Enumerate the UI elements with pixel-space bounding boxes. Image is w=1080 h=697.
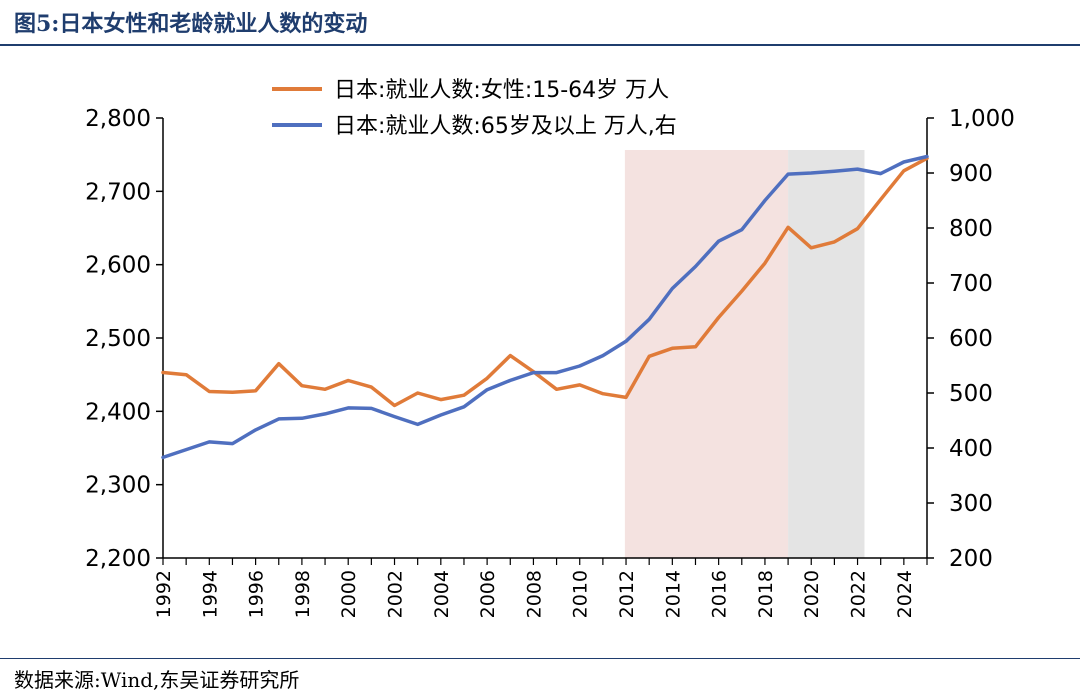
y-left-tick-label: 2,700: [85, 179, 151, 205]
axes: 2,200 2,300 2,400 2,500 2,600 2,700 2,800 200 30…: [85, 106, 1015, 618]
legend: 日本:就业人数:女性:15-64岁 万人 日本:就业人数:65岁及以上 万人,右: [272, 78, 677, 139]
x-tick-label: 2006: [477, 570, 499, 618]
x-tick-label: 2010: [570, 570, 592, 618]
x-tick-label: 2022: [848, 570, 870, 618]
y-left-tick-label: 2,800: [85, 106, 151, 132]
line-chart: 2,200 2,300 2,400 2,500 2,600 2,700 2,800 200 30…: [85, 78, 1015, 618]
x-tick-label: 2024: [894, 570, 916, 618]
source-divider: [0, 658, 1080, 659]
x-tick-label: 1992: [153, 570, 175, 618]
x-tick-label: 2008: [523, 570, 545, 618]
series-line-female: [161, 156, 929, 408]
legend-label-female: 日本:就业人数:女性:15-64岁 万人: [334, 78, 669, 103]
y-left-tick-label: 2,200: [85, 546, 151, 572]
y-right-tick-label: 400: [949, 436, 993, 462]
y-left-tick-label: 2,300: [85, 473, 151, 499]
y-right-tick-label: 300: [949, 491, 993, 517]
shaded-region-1: [788, 150, 865, 558]
source-note: 数据来源:Wind,东吴证券研究所: [14, 668, 300, 692]
y-right-tick-label: 1,000: [949, 106, 1015, 132]
y-right-tick-label: 900: [949, 161, 993, 187]
series-line-elderly: [161, 154, 929, 460]
legend-label-elderly: 日本:就业人数:65岁及以上 万人,右: [334, 114, 677, 139]
x-tick-label: 2020: [801, 570, 823, 618]
x-tick-label: 2014: [662, 570, 684, 618]
y-left-tick-label: 2,500: [85, 326, 151, 352]
y-right-tick-label: 700: [949, 271, 993, 297]
x-tick-label: 2016: [709, 570, 731, 618]
figure-title: 图5:日本女性和老龄就业人数的变动: [14, 11, 368, 37]
x-tick-label: 1994: [199, 570, 221, 618]
title-divider: [0, 44, 1080, 46]
y-right-tick-label: 600: [949, 326, 993, 352]
x-tick-label: 2012: [616, 570, 638, 618]
y-right-tick-label: 800: [949, 216, 993, 242]
x-tick-label: 1996: [246, 570, 268, 618]
shaded-region-0: [624, 150, 789, 558]
x-tick-label: 2000: [338, 570, 360, 618]
series-lines: [161, 154, 929, 460]
x-tick-label: 2002: [385, 570, 407, 618]
x-tick-label: 2018: [755, 570, 777, 618]
y-right-tick-label: 500: [949, 381, 993, 407]
y-right-tick-label: 200: [949, 546, 993, 572]
x-tick-label: 1998: [292, 570, 314, 618]
x-tick-label: 2004: [431, 570, 453, 618]
y-left-tick-label: 2,600: [85, 253, 151, 279]
y-left-tick-label: 2,400: [85, 399, 151, 425]
